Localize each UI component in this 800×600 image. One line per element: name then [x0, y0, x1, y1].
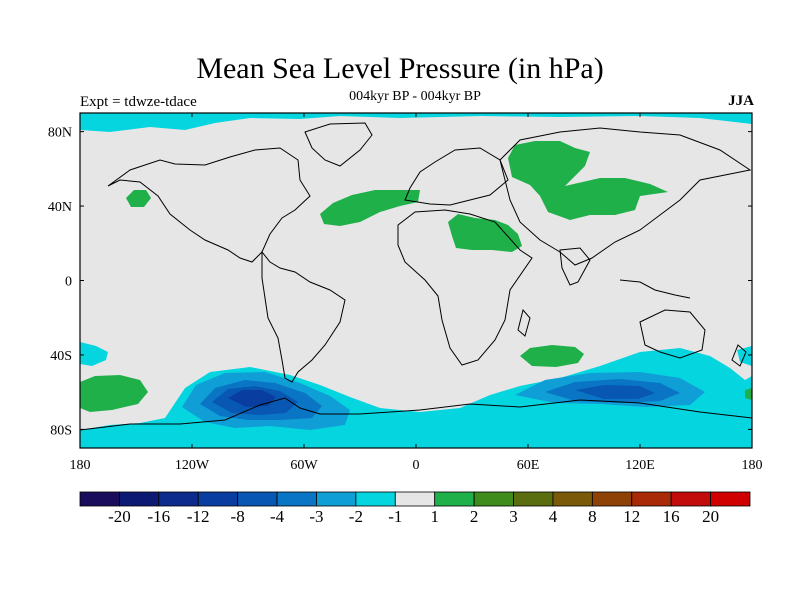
y-tick-label: 80S: [50, 423, 72, 438]
colorbar-label: 3: [509, 507, 518, 526]
map-field: [80, 113, 752, 448]
period-label: 004kyr BP - 004kyr BP: [349, 89, 481, 104]
experiment-label: Expt = tdwze-tdace: [80, 94, 197, 110]
x-tick-label: 180: [742, 458, 763, 473]
colorbar: -20 -16 -12 -8 -4 -3 -2 -1 1 2 3 4 8 12 16 20: [79, 491, 751, 526]
anomaly-region-plus1: [80, 375, 148, 412]
colorbar-segment: [434, 491, 475, 507]
colorbar-label: -1: [388, 507, 402, 526]
anomaly-region-plus1: [126, 190, 151, 207]
colorbar-label: 1: [430, 507, 439, 526]
anomaly-region-plus1: [520, 345, 584, 367]
y-tick-label: 40S: [50, 349, 72, 364]
colorbar-label: 16: [663, 507, 680, 526]
colorbar-segment: [591, 491, 633, 507]
colorbar-label: -2: [349, 507, 363, 526]
colorbar-segment: [276, 491, 317, 507]
colorbar-segment: [316, 491, 357, 507]
x-tick-label: 0: [413, 458, 420, 473]
colorbar-label: -8: [231, 507, 245, 526]
anomaly-region-plus1: [448, 214, 522, 252]
colorbar-segment: [197, 491, 239, 507]
x-tick-label: 120E: [625, 458, 655, 473]
colorbar-segment: [119, 491, 160, 507]
x-tick-label: 180: [70, 458, 91, 473]
x-tick-label: 120W: [175, 458, 210, 473]
colorbar-segment: [237, 491, 278, 507]
anomaly-region-plus1: [745, 388, 752, 400]
y-tick-label: 40N: [48, 200, 72, 215]
y-tick-label: 0: [65, 275, 72, 290]
chart-title: Mean Sea Level Pressure (in hPa): [196, 52, 604, 85]
colorbar-segment: [79, 491, 120, 507]
anomaly-region-minus8: [228, 390, 276, 407]
colorbar-segment: [513, 491, 554, 507]
colorbar-segment: [158, 491, 199, 507]
colorbar-label: -4: [270, 507, 285, 526]
colorbar-segment: [552, 491, 593, 507]
anomaly-region-cyan: [80, 113, 752, 132]
season-label: JJA: [728, 93, 754, 109]
colorbar-label: -20: [108, 507, 131, 526]
colorbar-segment: [710, 491, 751, 507]
x-tick-label: 60E: [517, 458, 540, 473]
colorbar-label: 8: [588, 507, 597, 526]
coastlines: [80, 122, 752, 431]
colorbar-segment: [394, 491, 436, 507]
y-tick-label: 80N: [48, 126, 72, 141]
anomaly-region-plus1: [508, 141, 668, 220]
anomaly-region-cyan: [80, 342, 108, 366]
anomaly-region-minus4: [575, 385, 655, 399]
colorbar-label: -12: [187, 507, 210, 526]
colorbar-label: 4: [549, 507, 558, 526]
colorbar-segment: [631, 491, 672, 507]
anomaly-region-plus1: [320, 190, 420, 226]
colorbar-label: 12: [623, 507, 640, 526]
colorbar-segment: [670, 491, 711, 507]
colorbar-label: -3: [309, 507, 323, 526]
colorbar-label: 2: [470, 507, 479, 526]
colorbar-segment: [473, 491, 514, 507]
colorbar-label: -16: [147, 507, 170, 526]
x-tick-label: 60W: [290, 458, 318, 473]
colorbar-segment: [355, 491, 396, 507]
colorbar-label: 20: [702, 507, 719, 526]
